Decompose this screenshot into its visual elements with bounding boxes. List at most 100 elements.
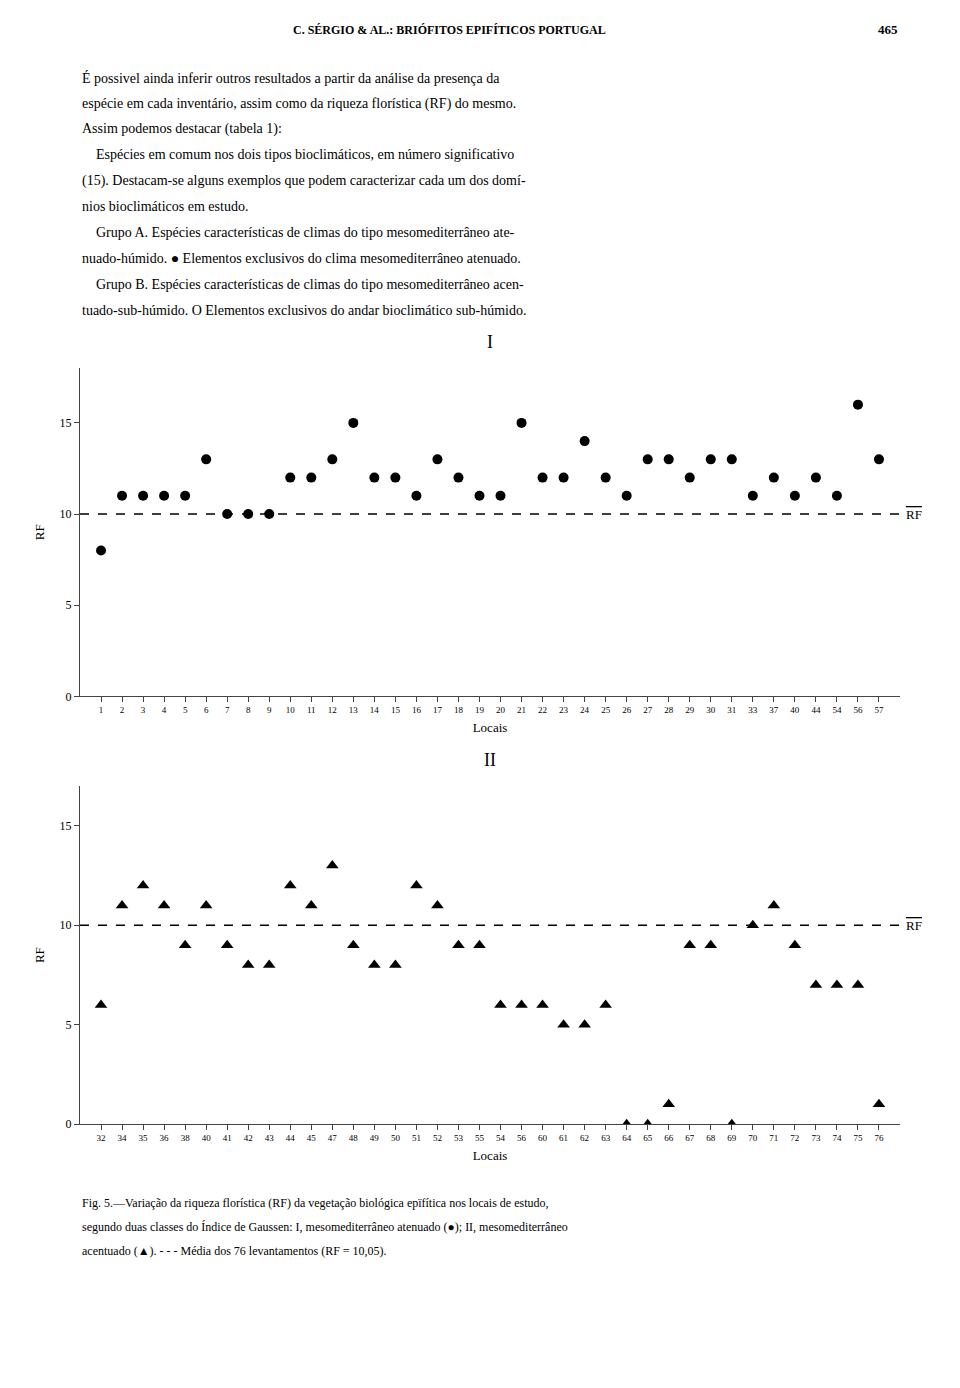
svg-text:47: 47: [328, 1133, 338, 1143]
svg-text:RF: RF: [32, 947, 47, 963]
svg-text:6: 6: [204, 705, 209, 715]
svg-text:RF: RF: [906, 507, 922, 522]
svg-text:(15). Destacam-se alguns exemp: (15). Destacam-se alguns exemplos que po…: [82, 173, 526, 189]
svg-text:10: 10: [60, 918, 72, 932]
svg-text:41: 41: [223, 1133, 232, 1143]
svg-text:20: 20: [496, 705, 506, 715]
svg-text:465: 465: [878, 22, 898, 37]
svg-text:17: 17: [433, 705, 443, 715]
svg-text:38: 38: [181, 1133, 191, 1143]
svg-text:34: 34: [118, 1133, 128, 1143]
svg-text:50: 50: [391, 1133, 401, 1143]
svg-text:76: 76: [874, 1133, 884, 1143]
svg-text:60: 60: [538, 1133, 548, 1143]
svg-text:45: 45: [307, 1133, 317, 1143]
svg-text:II: II: [484, 750, 496, 770]
svg-text:nuado-húmido. ● Elementos excl: nuado-húmido. ● Elementos exclusivos do …: [82, 251, 521, 266]
svg-text:48: 48: [349, 1133, 359, 1143]
svg-text:55: 55: [475, 1133, 485, 1143]
svg-text:5: 5: [66, 1018, 72, 1032]
svg-text:37: 37: [769, 705, 779, 715]
svg-text:33: 33: [748, 705, 758, 715]
svg-text:52: 52: [433, 1133, 442, 1143]
svg-text:56: 56: [853, 705, 863, 715]
svg-text:40: 40: [790, 705, 800, 715]
svg-text:68: 68: [706, 1133, 716, 1143]
svg-text:35: 35: [139, 1133, 149, 1143]
svg-text:Locais: Locais: [473, 1148, 508, 1163]
svg-text:54: 54: [832, 705, 842, 715]
svg-text:64: 64: [622, 1133, 632, 1143]
svg-text:16: 16: [412, 705, 422, 715]
svg-text:73: 73: [811, 1133, 821, 1143]
svg-text:2: 2: [120, 705, 125, 715]
svg-text:8: 8: [246, 705, 251, 715]
svg-text:56: 56: [517, 1133, 527, 1143]
svg-text:É possivel ainda inferir outro: É possivel ainda inferir outros resultad…: [82, 70, 500, 86]
svg-text:10: 10: [286, 705, 296, 715]
svg-text:RF: RF: [32, 524, 47, 540]
svg-text:65: 65: [643, 1133, 653, 1143]
svg-text:5: 5: [66, 598, 72, 612]
svg-text:66: 66: [664, 1133, 674, 1143]
svg-text:9: 9: [267, 705, 272, 715]
svg-text:7: 7: [225, 705, 230, 715]
svg-text:62: 62: [580, 1133, 589, 1143]
svg-text:63: 63: [601, 1133, 611, 1143]
svg-text:54: 54: [496, 1133, 506, 1143]
svg-text:15: 15: [60, 819, 72, 833]
svg-text:53: 53: [454, 1133, 464, 1143]
svg-text:72: 72: [790, 1133, 799, 1143]
svg-text:19: 19: [475, 705, 485, 715]
svg-text:31: 31: [727, 705, 736, 715]
svg-text:21: 21: [517, 705, 526, 715]
svg-text:51: 51: [412, 1133, 421, 1143]
svg-text:segundo duas classes do Índice: segundo duas classes do Índice de Gausse…: [82, 1220, 568, 1234]
svg-text:0: 0: [66, 690, 72, 704]
svg-text:Fig. 5.—Variação da riqueza fl: Fig. 5.—Variação da riqueza florística (…: [82, 1196, 549, 1210]
svg-text:Espécies em comum nos dois tip: Espécies em comum nos dois tipos bioclim…: [82, 147, 514, 162]
svg-text:23: 23: [559, 705, 569, 715]
svg-text:24: 24: [580, 705, 590, 715]
svg-text:75: 75: [853, 1133, 863, 1143]
svg-text:49: 49: [370, 1133, 380, 1143]
svg-text:22: 22: [538, 705, 547, 715]
svg-text:25: 25: [601, 705, 611, 715]
svg-text:61: 61: [559, 1133, 568, 1143]
svg-text:C. SÉRGIO & AL.: BRIÓFITOS EPI: C. SÉRGIO & AL.: BRIÓFITOS EPIFÍTICOS PO…: [293, 23, 606, 37]
svg-text:0: 0: [66, 1117, 72, 1131]
svg-text:43: 43: [265, 1133, 275, 1143]
svg-text:acentuado (▲). - - - Média dos: acentuado (▲). - - - Média dos 76 levant…: [82, 1244, 387, 1258]
svg-text:29: 29: [685, 705, 695, 715]
svg-text:tuado-sub-húmido. O Elementos: tuado-sub-húmido. O Elementos exclusivos…: [82, 303, 526, 318]
svg-text:RF: RF: [906, 918, 922, 933]
svg-text:11: 11: [307, 705, 316, 715]
svg-text:14: 14: [370, 705, 380, 715]
svg-text:12: 12: [328, 705, 337, 715]
svg-text:57: 57: [874, 705, 884, 715]
svg-text:Grupo B. Espécies característi: Grupo B. Espécies características de cli…: [82, 277, 524, 292]
svg-text:74: 74: [832, 1133, 842, 1143]
svg-text:3: 3: [141, 705, 146, 715]
svg-text:67: 67: [685, 1133, 695, 1143]
svg-text:5: 5: [183, 705, 188, 715]
svg-text:18: 18: [454, 705, 464, 715]
svg-text:42: 42: [244, 1133, 253, 1143]
svg-text:Locais: Locais: [473, 720, 508, 735]
svg-text:71: 71: [769, 1133, 778, 1143]
svg-text:40: 40: [202, 1133, 212, 1143]
svg-text:15: 15: [60, 416, 72, 430]
svg-text:15: 15: [391, 705, 401, 715]
svg-text:44: 44: [286, 1133, 296, 1143]
svg-text:69: 69: [727, 1133, 737, 1143]
svg-text:36: 36: [160, 1133, 170, 1143]
svg-text:1: 1: [99, 705, 104, 715]
svg-text:70: 70: [748, 1133, 758, 1143]
svg-text:nios bioclimáticos em estudo.: nios bioclimáticos em estudo.: [82, 199, 248, 214]
svg-text:4: 4: [162, 705, 167, 715]
svg-text:27: 27: [643, 705, 653, 715]
svg-text:espécie em cada inventário, as: espécie em cada inventário, assim como d…: [82, 96, 516, 112]
svg-text:26: 26: [622, 705, 632, 715]
svg-text:28: 28: [664, 705, 674, 715]
svg-text:13: 13: [349, 705, 359, 715]
